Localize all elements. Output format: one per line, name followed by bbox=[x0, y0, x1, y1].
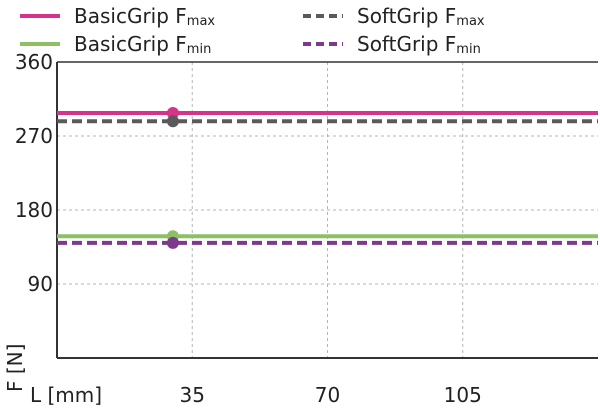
legend-label-3: BasicGrip Fmin bbox=[74, 32, 211, 57]
series-point-4 bbox=[166, 236, 179, 249]
series-point-1 bbox=[166, 106, 179, 119]
legend-label-2: SoftGrip Fmax bbox=[357, 4, 485, 29]
x-tick-label: 35 bbox=[180, 383, 205, 407]
legend-label-subscript: max bbox=[456, 14, 485, 29]
series-point-2 bbox=[166, 115, 179, 128]
legend-label-4: SoftGrip Fmin bbox=[357, 32, 481, 57]
x-axis-label: L [mm] bbox=[30, 383, 102, 407]
legend-label-subscript: min bbox=[187, 42, 212, 57]
y-tick-label: 270 bbox=[15, 124, 53, 148]
y-tick-label: 360 bbox=[15, 50, 53, 74]
legend-label-1: BasicGrip Fmax bbox=[74, 4, 215, 29]
legend-label-subscript: min bbox=[456, 42, 481, 57]
series-lines bbox=[57, 106, 598, 249]
legend-label-subscript: max bbox=[187, 14, 216, 29]
y-tick-label: 180 bbox=[15, 198, 53, 222]
grid-lines bbox=[57, 62, 598, 358]
y-axis-label: F [N] bbox=[3, 344, 27, 392]
y-tick-label: 90 bbox=[28, 272, 53, 296]
x-tick-label: 105 bbox=[444, 383, 482, 407]
tick-labels: 360 270 180 90 35 70 105 bbox=[15, 50, 482, 407]
legend: BasicGrip Fmax SoftGrip Fmax BasicGrip Fmi… bbox=[20, 4, 485, 57]
x-tick-label: 70 bbox=[315, 383, 340, 407]
